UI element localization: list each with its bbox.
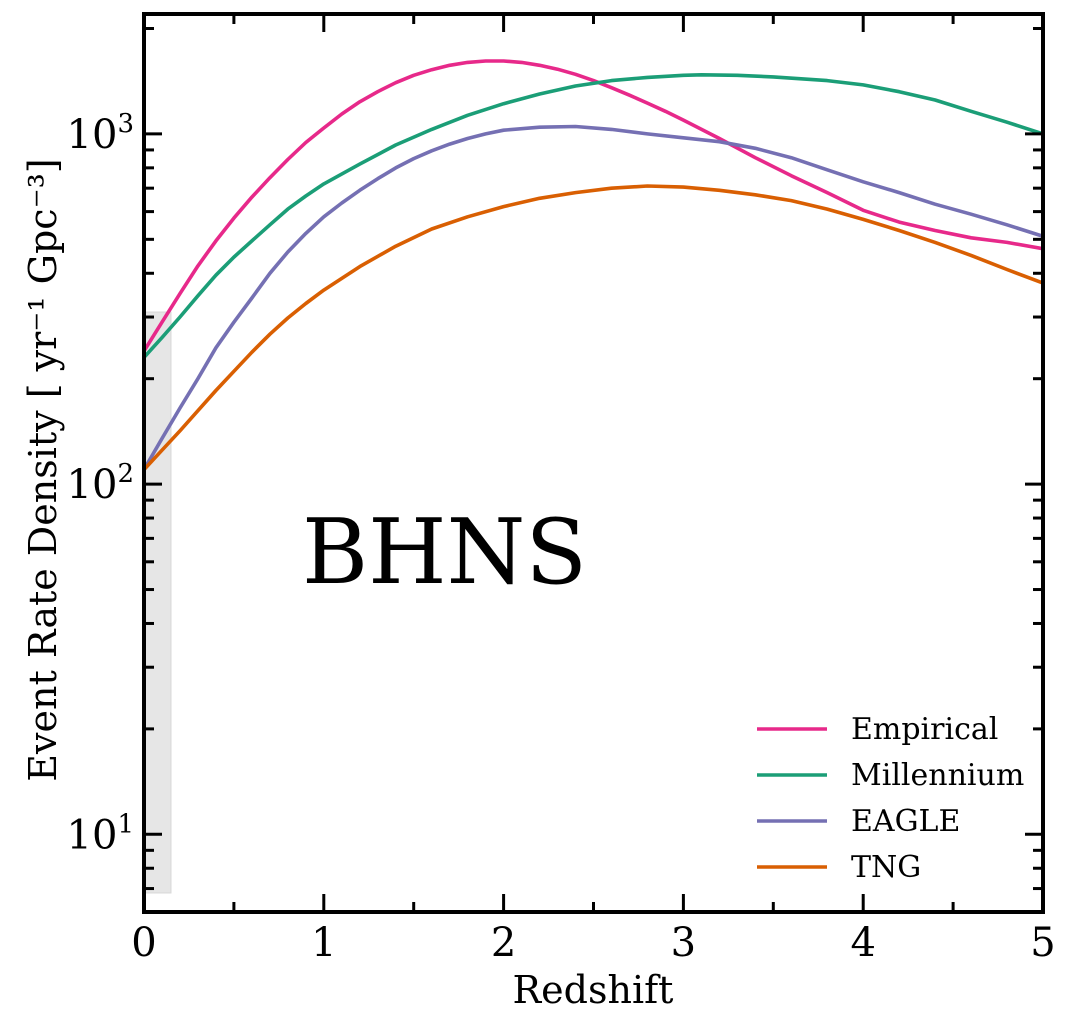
x-tick-label: 2 bbox=[491, 920, 516, 966]
series-layer bbox=[144, 59, 1043, 472]
x-tick-label: 4 bbox=[850, 920, 875, 966]
bhns-annotation: BHNS bbox=[302, 500, 587, 605]
x-tick-label: 3 bbox=[671, 920, 696, 966]
legend-label-empirical: Empirical bbox=[851, 712, 998, 747]
series-line-tng bbox=[144, 184, 1043, 472]
legend-label-eagle: EAGLE bbox=[851, 804, 960, 839]
series-line-empirical bbox=[144, 59, 1043, 353]
shaded-region bbox=[143, 311, 172, 894]
ticks-layer: 0 1 2 3 4 5 101 102 103 bbox=[67, 14, 1056, 966]
x-axis-label: Redshift bbox=[513, 968, 674, 1012]
plot-frame bbox=[142, 12, 1045, 914]
x-tick-label: 0 bbox=[131, 920, 156, 966]
series-line-millennium bbox=[144, 73, 1043, 360]
y-tick-label: 101 bbox=[67, 809, 134, 858]
legend-label-tng: TNG bbox=[851, 850, 921, 885]
y-axis-label: Event Rate Density [ yr⁻¹ Gpc⁻³] bbox=[21, 158, 65, 781]
x-tick-label: 1 bbox=[311, 920, 336, 966]
x-tick-label: 5 bbox=[1030, 920, 1055, 966]
shaded-region-layer bbox=[143, 311, 172, 894]
plot-frame-layer bbox=[142, 12, 1045, 914]
legend-label-millennium: Millennium bbox=[851, 758, 1024, 793]
y-tick-label: 103 bbox=[67, 109, 134, 158]
series-line-eagle bbox=[144, 124, 1043, 472]
y-tick-label: 102 bbox=[67, 459, 134, 508]
legend: Empirical Millennium EAGLE TNG bbox=[757, 712, 1024, 885]
labels-layer: Redshift Event Rate Density [ yr⁻¹ Gpc⁻³… bbox=[21, 158, 673, 1012]
